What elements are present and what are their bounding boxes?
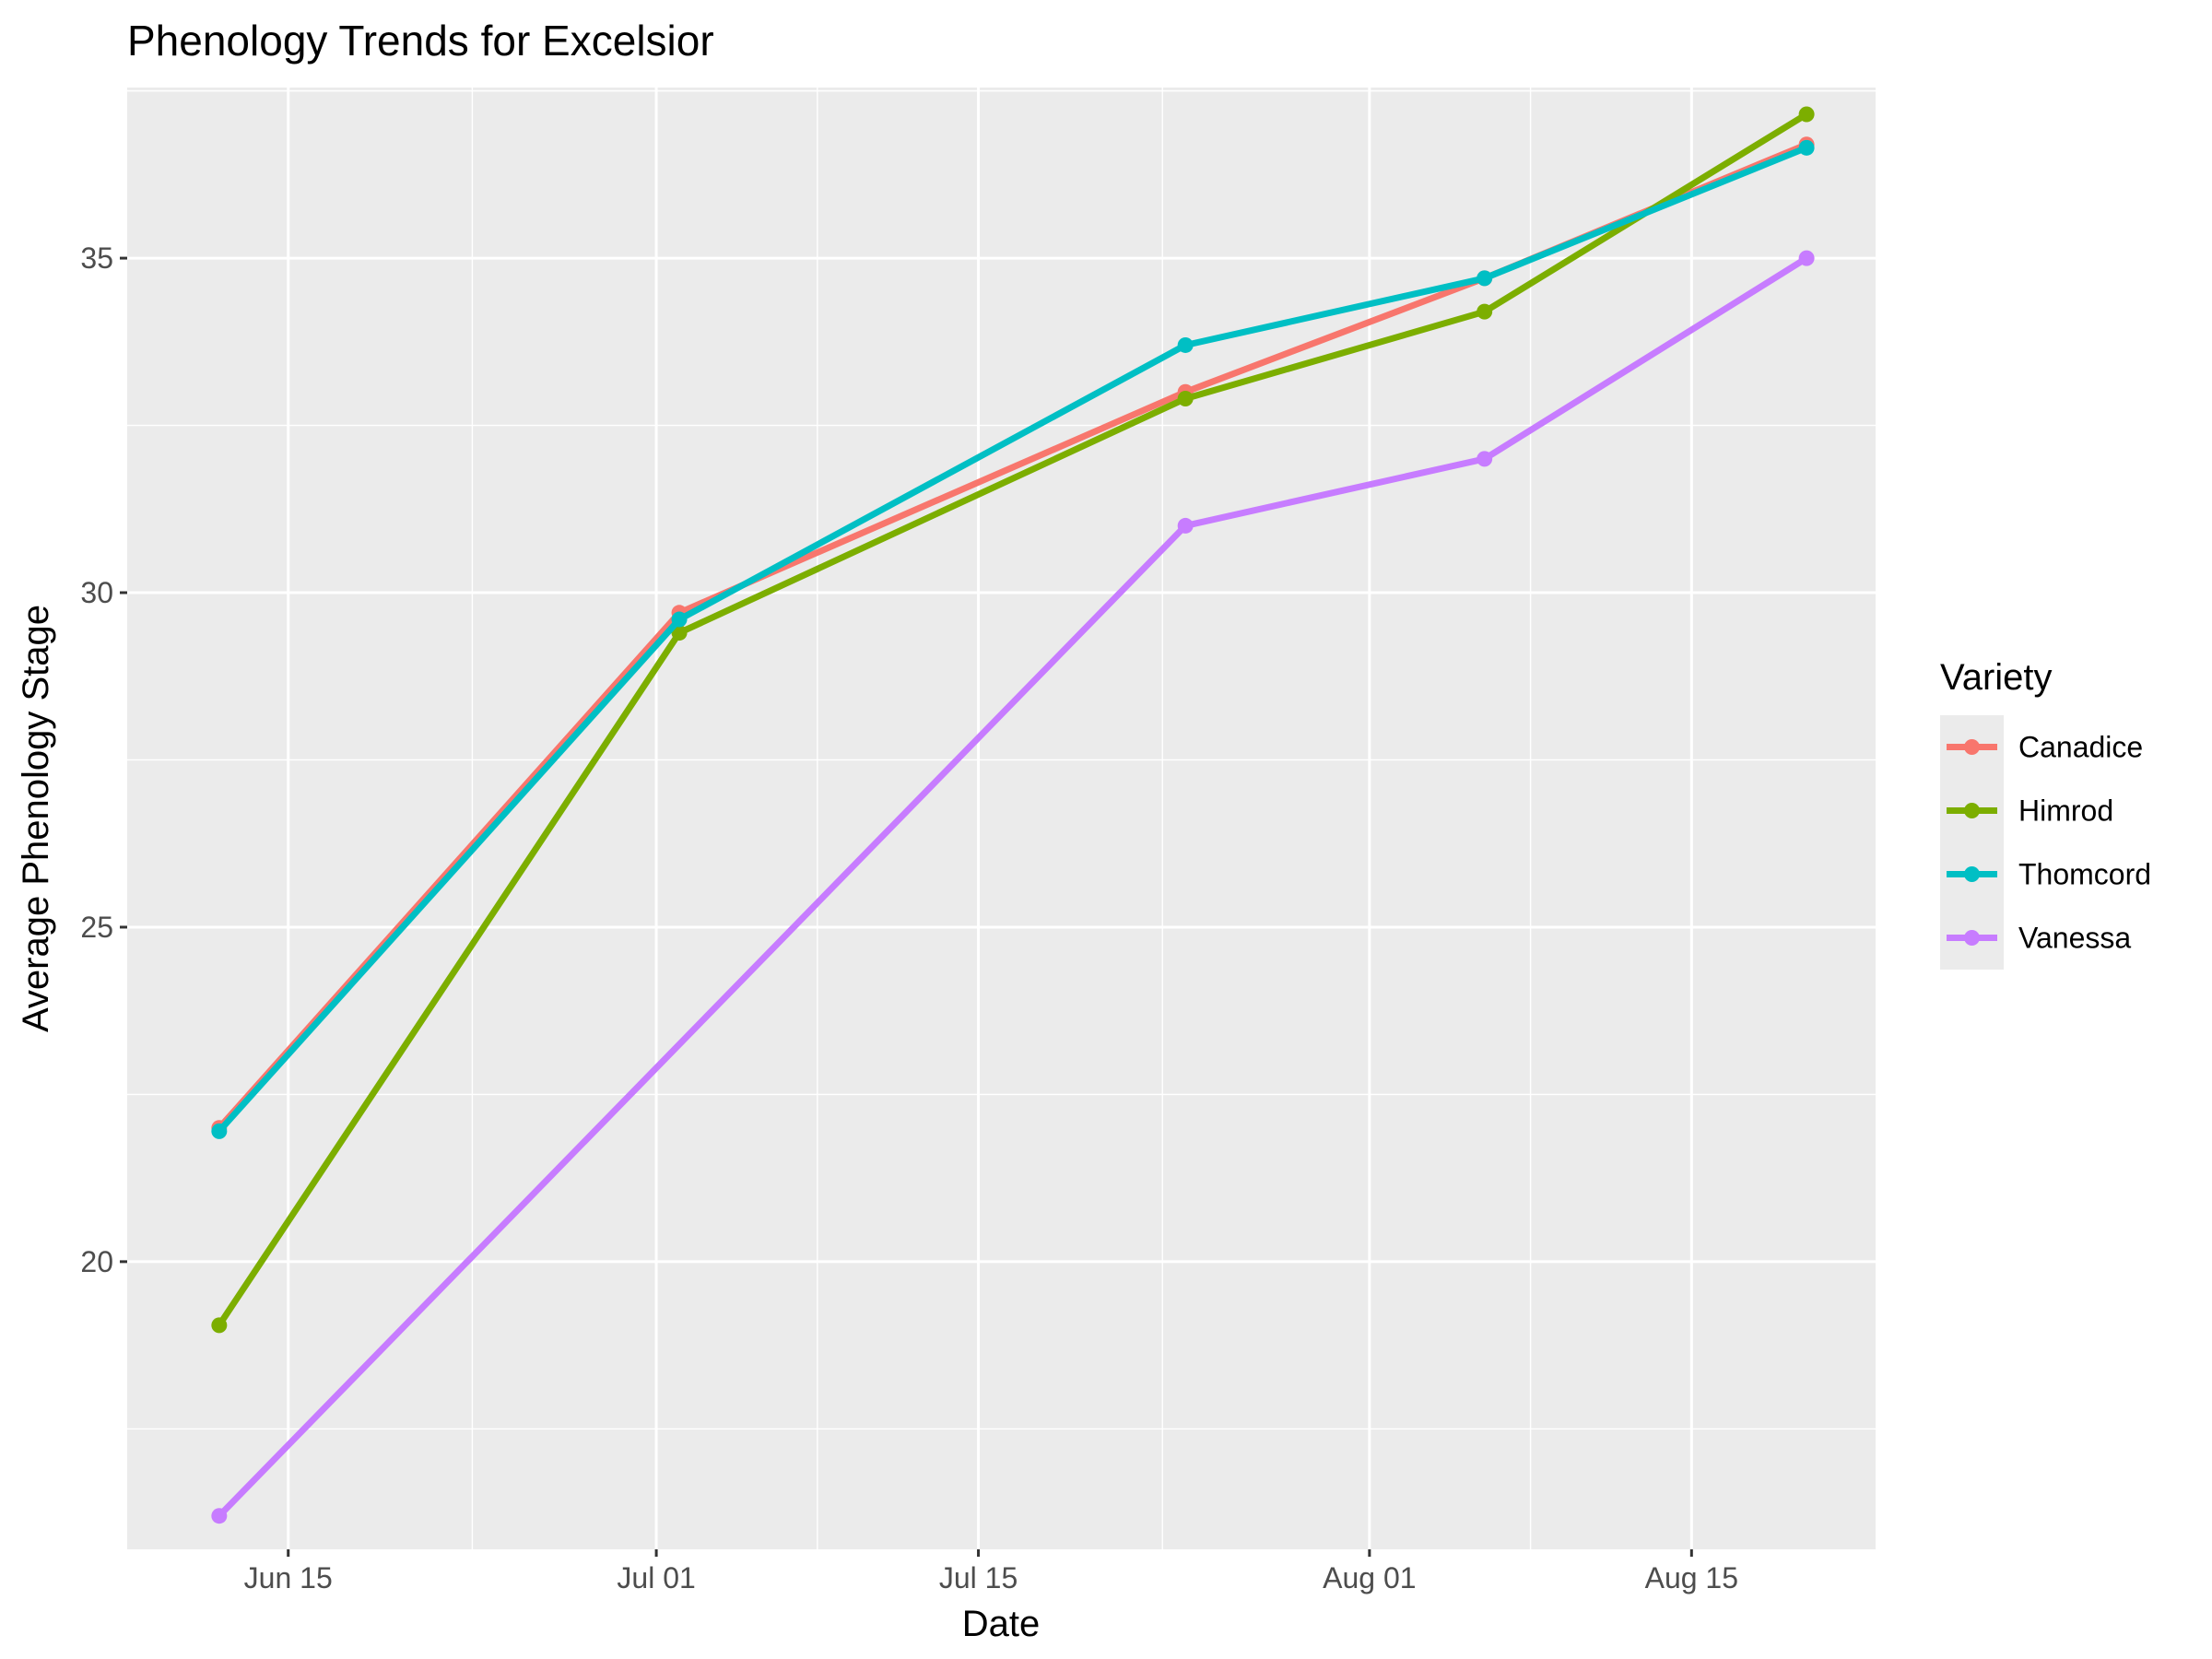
legend-key-point-canadice: [1964, 739, 1980, 755]
data-point-thomcord: [1477, 270, 1493, 287]
data-point-vanessa: [1477, 451, 1493, 467]
legend-label-thomcord: Thomcord: [2018, 858, 2151, 891]
data-point-himrod: [211, 1317, 228, 1334]
data-point-vanessa: [211, 1508, 228, 1524]
data-point-thomcord: [1177, 336, 1194, 353]
x-tick-label: Jun 15: [244, 1561, 333, 1594]
data-point-thomcord: [671, 611, 688, 628]
legend-key-point-vanessa: [1964, 930, 1980, 946]
legend-key-point-himrod: [1964, 803, 1980, 818]
legend-label-vanessa: Vanessa: [2018, 922, 2131, 955]
legend-label-canadice: Canadice: [2018, 731, 2143, 764]
y-tick-label: 35: [80, 241, 113, 275]
y-tick-label: 20: [80, 1245, 113, 1278]
data-point-vanessa: [1177, 517, 1194, 534]
data-point-thomcord: [1798, 139, 1815, 156]
plot-panel: [127, 88, 1876, 1549]
series-line-vanessa: [217, 255, 1808, 1519]
y-tick-label: 25: [80, 911, 113, 944]
legend-key-point-thomcord: [1964, 866, 1980, 882]
x-axis: Jun 15 Jul 01 Jul 15 Aug 01 Aug 15: [244, 1549, 1738, 1594]
minor-gridlines: [127, 88, 1876, 1549]
major-gridlines: [127, 88, 1876, 1549]
x-axis-title: Date: [962, 1604, 1041, 1644]
x-tick-label: Aug 15: [1645, 1561, 1738, 1594]
legend-title: Variety: [1940, 657, 2053, 698]
legend-label-himrod: Himrod: [2018, 794, 2113, 828]
data-point-himrod: [671, 625, 688, 641]
data-point-thomcord: [211, 1123, 228, 1139]
data-point-himrod: [1177, 391, 1194, 407]
data-point-himrod: [1477, 303, 1493, 320]
data-point-vanessa: [1798, 250, 1815, 266]
data-point-himrod: [1798, 106, 1815, 123]
x-tick-label: Jul 01: [617, 1561, 695, 1594]
series-layer: [211, 106, 1815, 1524]
legend: Variety Canadice Himrod Thomcord Vanessa: [1940, 657, 2151, 970]
x-tick-label: Jul 15: [939, 1561, 1018, 1594]
y-axis-title: Average Phenology Stage: [16, 605, 56, 1032]
x-tick-label: Aug 01: [1323, 1561, 1416, 1594]
y-axis: 20 25 30 35: [80, 241, 127, 1278]
y-tick-label: 30: [80, 576, 113, 609]
chart-title: Phenology Trends for Excelsior: [127, 17, 714, 65]
